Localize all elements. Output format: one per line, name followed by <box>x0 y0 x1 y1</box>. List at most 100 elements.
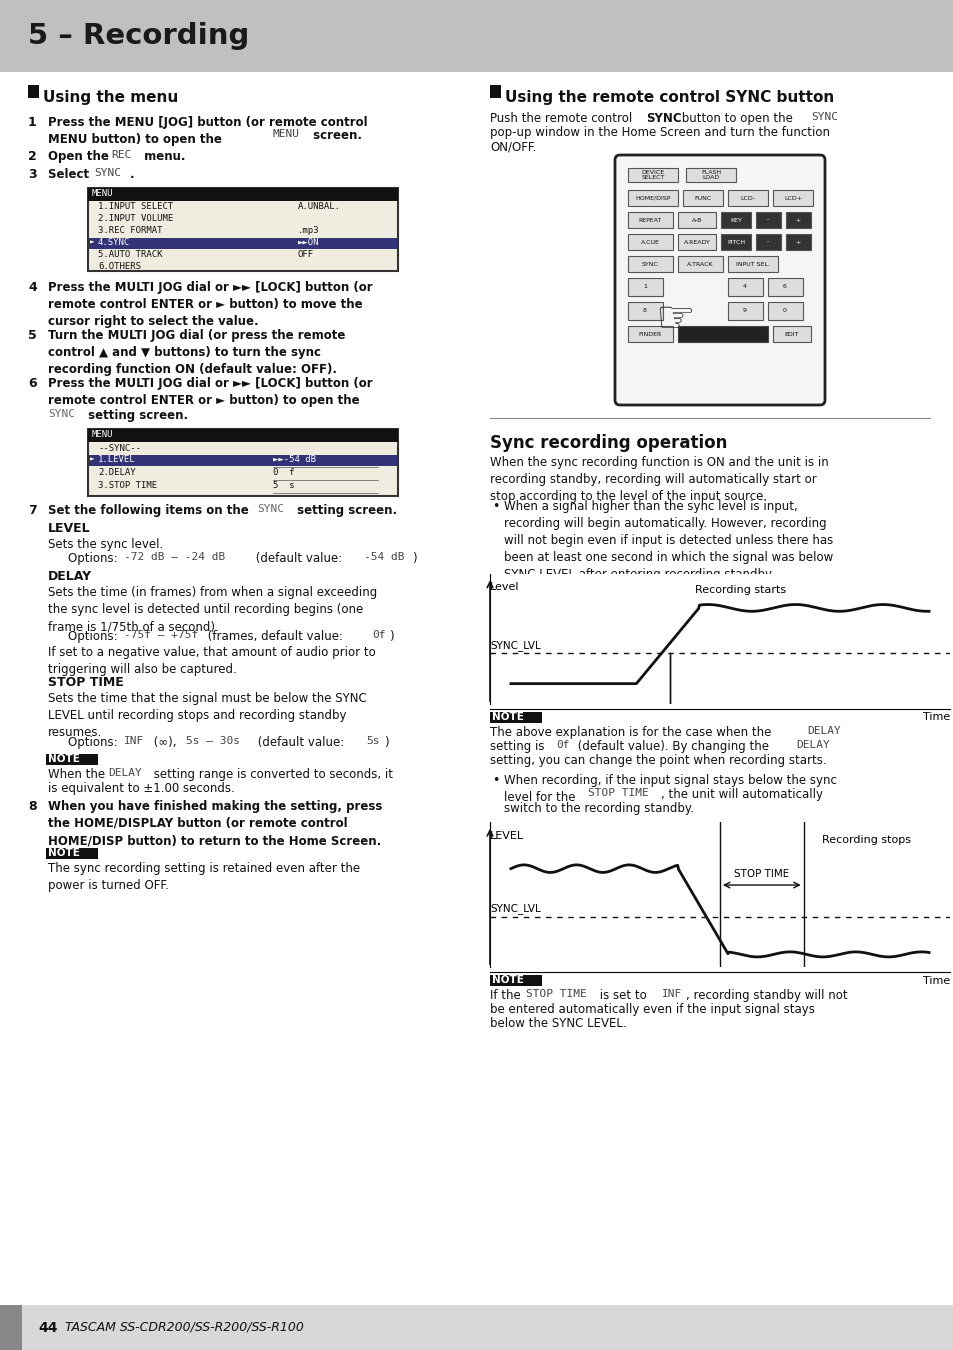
Bar <box>627 302 662 320</box>
Text: NOTE: NOTE <box>48 848 80 859</box>
Text: 6: 6 <box>782 285 786 289</box>
Text: below the SYNC LEVEL.: below the SYNC LEVEL. <box>490 1017 626 1030</box>
Bar <box>627 212 672 228</box>
Bar <box>627 190 678 207</box>
Bar <box>720 234 750 250</box>
Text: •: • <box>492 774 498 787</box>
Text: ►: ► <box>90 238 94 247</box>
Bar <box>0 1305 953 1350</box>
Bar <box>755 212 781 228</box>
Text: (default value). By changing the: (default value). By changing the <box>574 740 772 753</box>
Text: When a signal higher than the sync level is input,
recording will begin automati: When a signal higher than the sync level… <box>503 500 832 580</box>
Text: Using the remote control SYNC button: Using the remote control SYNC button <box>504 90 833 105</box>
Bar <box>685 167 735 182</box>
Text: FINDER: FINDER <box>638 332 661 336</box>
Text: .: . <box>130 167 134 181</box>
Text: Sets the sync level.: Sets the sync level. <box>48 539 163 551</box>
Text: •: • <box>492 500 498 513</box>
Text: ON/OFF.: ON/OFF. <box>490 140 536 153</box>
Text: -: - <box>766 217 768 223</box>
Text: ☞: ☞ <box>655 298 694 342</box>
Text: TASCAM SS-CDR200/SS-R200/SS-R100: TASCAM SS-CDR200/SS-R200/SS-R100 <box>65 1322 304 1334</box>
Bar <box>28 85 39 99</box>
Text: Sync recording operation: Sync recording operation <box>490 433 726 452</box>
Text: setting, you can change the point when recording starts.: setting, you can change the point when r… <box>490 755 825 767</box>
Text: 0f: 0f <box>556 740 569 751</box>
Text: pop-up window in the Home Screen and turn the function: pop-up window in the Home Screen and tur… <box>490 126 829 139</box>
Text: FLASH
LOAD: FLASH LOAD <box>700 170 720 181</box>
Text: INPUT SEL.: INPUT SEL. <box>736 262 769 266</box>
Text: Turn the MULTI JOG dial (or press the remote
control ▲ and ▼ buttons) to turn th: Turn the MULTI JOG dial (or press the re… <box>48 329 345 377</box>
Text: Press the MULTI JOG dial or ►► [LOCK] button (or
remote control ENTER or ► butto: Press the MULTI JOG dial or ►► [LOCK] bu… <box>48 377 373 406</box>
Text: SYNC: SYNC <box>94 167 121 178</box>
Text: Time: Time <box>922 976 949 986</box>
Text: setting screen.: setting screen. <box>84 409 188 423</box>
Bar <box>727 256 778 271</box>
Text: DELAY: DELAY <box>108 768 142 778</box>
Text: PITCH: PITCH <box>726 239 744 244</box>
Bar <box>755 234 781 250</box>
Bar <box>785 234 810 250</box>
Text: 5  s: 5 s <box>273 481 294 490</box>
Text: is set to: is set to <box>596 990 650 1002</box>
Text: (default value:: (default value: <box>253 736 348 749</box>
Text: -54 dB: -54 dB <box>364 552 404 562</box>
Text: MENU: MENU <box>91 189 113 198</box>
Text: 5: 5 <box>28 329 37 342</box>
Text: 1: 1 <box>28 116 37 130</box>
Text: menu.: menu. <box>140 150 185 163</box>
Text: LEVEL: LEVEL <box>48 522 91 535</box>
Bar <box>88 429 397 495</box>
Text: KEY: KEY <box>729 217 741 223</box>
Bar <box>678 325 767 342</box>
Text: SYNC: SYNC <box>640 262 658 266</box>
Text: SYNC: SYNC <box>48 409 75 418</box>
Bar <box>772 190 812 207</box>
Text: (frames, default value:: (frames, default value: <box>204 630 346 643</box>
Text: , recording standby will not: , recording standby will not <box>685 990 846 1002</box>
Text: A-B: A-B <box>691 217 701 223</box>
Text: Recording starts: Recording starts <box>695 586 785 595</box>
Text: MENU: MENU <box>91 431 113 439</box>
Text: LEVEL: LEVEL <box>490 830 523 841</box>
Text: Set the following items on the: Set the following items on the <box>48 504 253 517</box>
Text: Sets the time that the signal must be below the SYNC
LEVEL until recording stops: Sets the time that the signal must be be… <box>48 693 366 738</box>
Text: Time: Time <box>922 711 949 722</box>
Bar <box>627 325 672 342</box>
Text: A.UNBAL.: A.UNBAL. <box>297 202 340 211</box>
Text: DELAY: DELAY <box>806 726 840 736</box>
Text: ): ) <box>384 736 388 749</box>
Text: REPEAT: REPEAT <box>638 217 661 223</box>
Bar <box>767 302 802 320</box>
Text: SYNC_LVL: SYNC_LVL <box>490 640 540 651</box>
Text: NOTE: NOTE <box>492 975 523 985</box>
Text: 1: 1 <box>642 285 646 289</box>
Text: If the: If the <box>490 990 524 1002</box>
Text: MENU: MENU <box>273 130 299 139</box>
Text: FUNC: FUNC <box>694 196 711 201</box>
Bar <box>627 167 678 182</box>
Text: The sync recording setting is retained even after the
power is turned OFF.: The sync recording setting is retained e… <box>48 863 359 892</box>
Text: setting range is converted to seconds, it: setting range is converted to seconds, i… <box>150 768 393 782</box>
Text: STOP TIME: STOP TIME <box>48 676 124 688</box>
Bar <box>727 278 762 296</box>
Bar <box>0 0 953 72</box>
Text: switch to the recording standby.: switch to the recording standby. <box>503 802 693 815</box>
Bar <box>89 455 396 466</box>
Text: SYNC: SYNC <box>645 112 680 126</box>
Text: Open the: Open the <box>48 150 112 163</box>
Bar <box>678 256 722 271</box>
Text: The above explanation is for the case when the: The above explanation is for the case wh… <box>490 726 774 738</box>
Text: ►►ON: ►►ON <box>297 238 319 247</box>
Text: When recording, if the input signal stays below the sync
level for the: When recording, if the input signal stay… <box>503 774 836 805</box>
Text: +: + <box>795 239 800 244</box>
Text: +: + <box>795 217 800 223</box>
Bar <box>720 212 750 228</box>
Text: STOP TIME: STOP TIME <box>525 990 586 999</box>
Text: DELAY: DELAY <box>48 570 92 583</box>
Text: setting is: setting is <box>490 740 548 753</box>
Text: 1.INPUT SELECT: 1.INPUT SELECT <box>98 202 173 211</box>
Text: 5s – 30s: 5s – 30s <box>186 736 240 747</box>
Text: 7: 7 <box>28 504 37 517</box>
Text: 6: 6 <box>28 377 36 390</box>
